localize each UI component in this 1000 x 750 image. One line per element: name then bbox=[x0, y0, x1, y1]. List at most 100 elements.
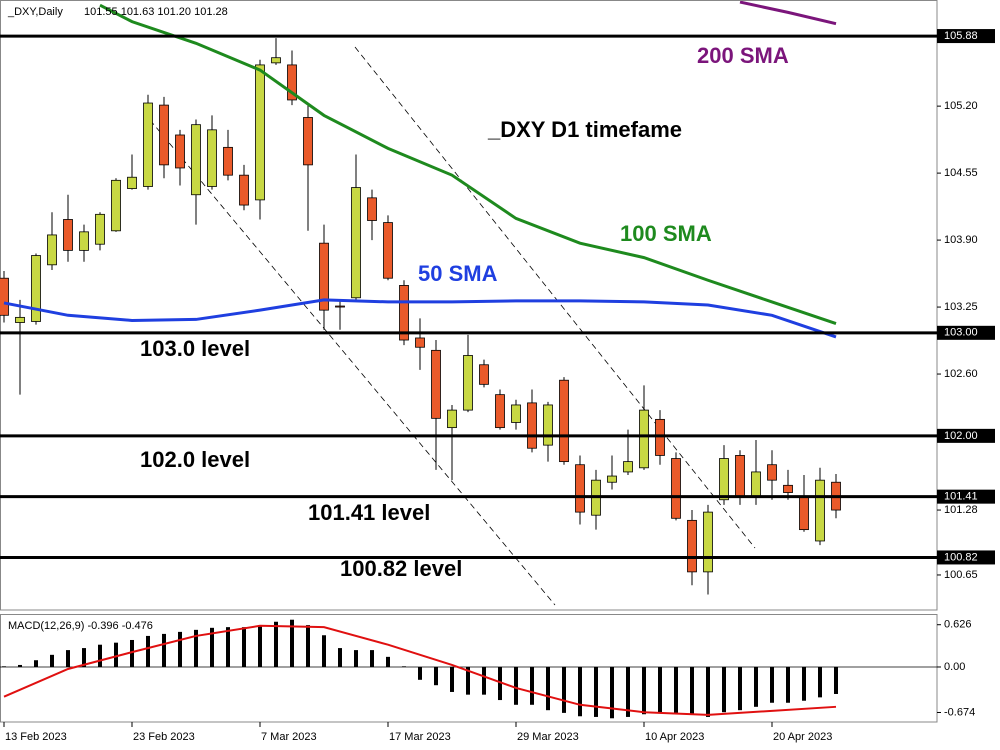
candle-body bbox=[351, 187, 361, 299]
level-tag-label: 101.41 bbox=[944, 491, 978, 503]
macd-title: MACD(12,26,9) -0.396 -0.476 bbox=[8, 620, 153, 632]
candle-body bbox=[207, 129, 217, 187]
macd-bar bbox=[50, 654, 54, 667]
candle-body bbox=[543, 404, 553, 446]
candle-body bbox=[719, 458, 729, 501]
level-tag-label: 105.88 bbox=[944, 30, 978, 42]
candle-body bbox=[399, 285, 409, 341]
y-tick-label: 103.25 bbox=[944, 301, 978, 313]
candle-body bbox=[63, 219, 73, 251]
macd-bar bbox=[466, 666, 470, 695]
macd-bar bbox=[722, 666, 726, 713]
macd-bar bbox=[258, 625, 262, 667]
macd-bar bbox=[2, 666, 6, 667]
macd-bar bbox=[162, 633, 166, 667]
y-tick-label: 0.626 bbox=[944, 619, 972, 631]
macd-bar bbox=[66, 650, 70, 667]
sma-line bbox=[3, 298, 837, 339]
candle-body bbox=[559, 379, 569, 463]
candle-body bbox=[287, 64, 297, 101]
x-tick-label: 29 Mar 2023 bbox=[517, 731, 579, 743]
macd-bar bbox=[498, 666, 502, 701]
candle-body bbox=[527, 402, 537, 449]
sma-label: 200 SMA bbox=[697, 43, 789, 68]
candle-body bbox=[319, 242, 329, 311]
macd-bar bbox=[786, 666, 790, 703]
candle-body bbox=[639, 409, 649, 469]
macd-bar bbox=[754, 666, 758, 707]
candle-body bbox=[671, 458, 681, 519]
candle-body bbox=[767, 464, 777, 481]
candle-body bbox=[607, 475, 617, 483]
macd-bar bbox=[738, 666, 742, 711]
macd-bar bbox=[306, 625, 310, 667]
candle-body bbox=[111, 179, 121, 232]
macd-bar bbox=[690, 666, 694, 715]
sma-label: 100 SMA bbox=[620, 221, 712, 246]
sma-line bbox=[739, 1, 837, 26]
y-tick-label: 0.00 bbox=[944, 661, 965, 673]
macd-bar bbox=[82, 648, 86, 667]
sma-label: 50 SMA bbox=[418, 261, 498, 286]
x-tick-label: 10 Apr 2023 bbox=[645, 731, 704, 743]
macd-bar bbox=[34, 660, 38, 667]
macd-bar bbox=[210, 627, 214, 667]
ohlc-readout: 101.55 101.63 101.20 101.28 bbox=[84, 6, 228, 18]
level-tag-label: 100.82 bbox=[944, 551, 978, 563]
candle-body bbox=[31, 255, 41, 322]
candle-body bbox=[95, 213, 105, 245]
candle-body bbox=[191, 124, 201, 196]
macd-bar bbox=[594, 666, 598, 717]
level-tag-label: 103.00 bbox=[944, 327, 978, 339]
candle-body bbox=[143, 102, 153, 187]
level-tag bbox=[937, 489, 995, 504]
level-tag-label: 102.00 bbox=[944, 430, 978, 442]
x-tick-label: 7 Mar 2023 bbox=[261, 731, 317, 743]
candle-body bbox=[495, 394, 505, 429]
candle-body bbox=[127, 176, 137, 189]
level-note: 103.0 level bbox=[140, 336, 250, 361]
macd-bar bbox=[834, 666, 838, 694]
macd-bar bbox=[130, 639, 134, 667]
macd-bar bbox=[770, 666, 774, 703]
candle-body bbox=[175, 134, 185, 169]
y-tick-label: 103.90 bbox=[944, 234, 978, 246]
macd-bar bbox=[322, 635, 326, 667]
macd-plot bbox=[0, 619, 937, 719]
candle-body bbox=[735, 455, 745, 498]
chart-annotation: _DXY D1 timefame bbox=[487, 117, 682, 142]
candle-body bbox=[79, 231, 89, 251]
candle-body bbox=[255, 64, 265, 201]
macd-bar bbox=[290, 619, 294, 667]
candle-body bbox=[783, 484, 793, 493]
sma-line bbox=[99, 3, 837, 325]
macd-bar bbox=[386, 656, 390, 667]
x-tick-label: 13 Feb 2023 bbox=[5, 731, 67, 743]
macd-bar bbox=[514, 666, 518, 705]
macd-bar bbox=[402, 666, 406, 667]
macd-bar bbox=[802, 666, 806, 701]
y-tick-label: -0.674 bbox=[944, 706, 975, 718]
trend-line bbox=[149, 119, 556, 606]
level-note: 101.41 level bbox=[308, 500, 430, 525]
macd-bar bbox=[146, 635, 150, 667]
y-tick-label: 100.65 bbox=[944, 569, 978, 581]
macd-bar bbox=[642, 666, 646, 715]
candle-body bbox=[815, 479, 825, 542]
candle-body bbox=[687, 519, 697, 573]
macd-bar bbox=[418, 666, 422, 680]
level-note: 102.0 level bbox=[140, 447, 250, 472]
candle-body bbox=[623, 461, 633, 473]
macd-bar bbox=[242, 627, 246, 667]
candle-body bbox=[0, 277, 9, 316]
candle-body bbox=[479, 364, 489, 385]
chart-title: _DXY,Daily bbox=[7, 6, 63, 18]
candle-body bbox=[159, 104, 169, 166]
candle-body bbox=[463, 355, 473, 411]
candle-body bbox=[447, 409, 457, 429]
candle-body bbox=[15, 316, 25, 323]
candle-body bbox=[335, 305, 345, 308]
candle-body bbox=[415, 337, 425, 348]
